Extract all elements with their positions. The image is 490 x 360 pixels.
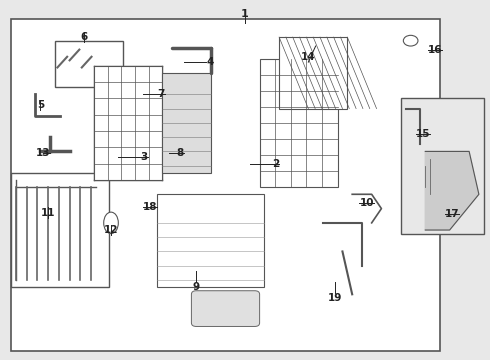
Text: 5: 5 [37, 100, 44, 111]
Text: 10: 10 [360, 198, 374, 208]
Text: 3: 3 [140, 152, 147, 162]
Text: 6: 6 [80, 32, 88, 42]
Text: 9: 9 [193, 282, 200, 292]
Text: 18: 18 [143, 202, 157, 212]
Text: 8: 8 [177, 148, 184, 158]
Bar [11, 19, 440, 351]
Text: 4: 4 [206, 57, 214, 67]
Text: 11: 11 [40, 207, 55, 217]
Text: 17: 17 [445, 209, 460, 219]
Text: 19: 19 [328, 293, 343, 302]
Bar [11, 173, 109, 287]
FancyBboxPatch shape [192, 291, 260, 327]
Text: 7: 7 [157, 89, 165, 99]
Text: 15: 15 [416, 129, 430, 139]
Text: 2: 2 [272, 159, 279, 169]
Polygon shape [425, 152, 479, 230]
Ellipse shape [104, 212, 118, 234]
Text: 13: 13 [36, 148, 50, 158]
Bar [94, 66, 162, 180]
Bar [157, 194, 265, 287]
Bar [162, 73, 211, 173]
Bar [55, 41, 123, 87]
Bar [260, 59, 338, 187]
Bar [279, 37, 347, 109]
Text: 14: 14 [301, 52, 316, 62]
Text: 1: 1 [241, 9, 249, 19]
Text: 12: 12 [104, 225, 118, 235]
Text: 16: 16 [428, 45, 442, 55]
Bar [401, 98, 484, 234]
